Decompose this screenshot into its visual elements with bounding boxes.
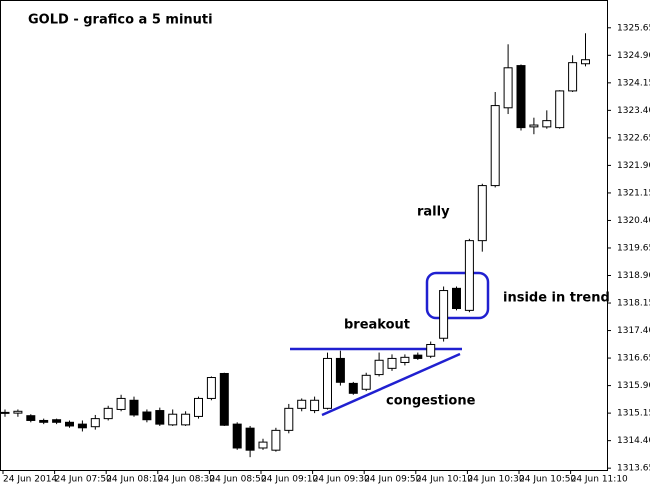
candle-body [374,359,384,376]
y-tick-label: 1323.40 [617,106,650,116]
x-tick-label: 24 Jun 10:10 [416,475,473,485]
congestion-line [321,352,461,417]
candle-body [52,419,62,423]
candle-body [232,423,242,449]
candle-body [581,59,590,65]
candle-body [90,418,100,428]
y-tick-label: 1313.65 [617,464,650,474]
y-tick-label: 1324.90 [617,51,650,61]
y-tick-label: 1321.15 [617,188,650,198]
chart-title: GOLD - grafico a 5 minuti [28,13,213,28]
annotation: rally [417,205,450,220]
x-tick-label: 24 Jun 09:10 [261,475,318,485]
candle-body [400,356,410,363]
y-tick-label: 1320.40 [617,216,650,226]
candle-body [542,120,552,128]
candle-body [568,62,578,92]
y-tick-label: 1315.15 [617,409,650,419]
y-tick-label: 1318.90 [617,271,650,281]
y-tick-label: 1317.40 [617,326,650,336]
candle-body [477,185,487,242]
candle-body [77,423,87,429]
annotation: breakout [344,318,410,333]
candle-body [194,397,203,417]
candle-body [464,240,474,311]
candle-body [155,410,165,425]
candle-body [516,65,526,129]
candle-body [284,407,294,431]
candle-body [413,354,423,359]
candle-body [555,90,565,129]
candle-body [26,415,36,421]
x-tick-label: 24 Jun 09:50 [364,475,421,485]
x-tick-label: 24 Jun 08:30 [158,475,215,485]
y-tick-label: 1321.90 [617,161,650,171]
y-tick-label: 1315.90 [617,381,650,391]
candle-body [142,411,152,421]
y-tick-label: 1324.15 [617,78,650,88]
candle-body [13,410,23,414]
candle-body [323,357,332,409]
x-tick-label: 24 Jun 08:50 [209,475,266,485]
candle-body [348,382,358,394]
x-tick-label: 24 Jun 10:50 [519,475,576,485]
candle-body [297,399,307,409]
candle-body [490,105,500,187]
candle-body [529,124,539,128]
candle-body [439,290,449,339]
annotation: inside in trend [503,291,610,306]
annotation: congestione [386,394,476,409]
x-tick-label: 24 Jun 07:50 [55,475,112,485]
candle-body [387,357,397,369]
candle-body [181,413,191,426]
x-tick-label: 24 Jun 10:30 [467,475,524,485]
candle-body [116,397,126,410]
candle-body [0,411,10,414]
y-tick-label: 1314.40 [617,436,650,446]
candle-body [168,413,178,426]
candle-body [129,399,139,416]
candle-body [103,407,113,420]
candle-body [503,67,513,109]
y-tick-label: 1325.65 [617,23,650,33]
x-tick-label: 24 Jun 08:10 [106,475,163,485]
candle-body [271,429,281,451]
x-tick-label: 24 Jun 09:30 [313,475,370,485]
candle-body [258,441,268,449]
y-tick-label: 1318.15 [617,299,650,309]
inside-box [425,271,490,320]
x-tick-label: 24 Jun 11:10 [571,475,628,485]
candle-body [206,377,216,399]
candle-body [310,399,320,412]
candle-body [335,357,345,383]
y-tick-label: 1316.65 [617,354,650,364]
y-tick-label: 1322.65 [617,133,650,143]
candle-body [426,343,436,357]
candle-body [219,372,229,426]
x-tick-label: 24 Jun 2014 [3,475,57,485]
candle-body [39,419,49,423]
candle-body [452,287,461,310]
y-tick-label: 1319.65 [617,243,650,253]
candle-body [245,427,255,451]
candle-body [361,374,371,390]
candle-body [65,421,74,427]
